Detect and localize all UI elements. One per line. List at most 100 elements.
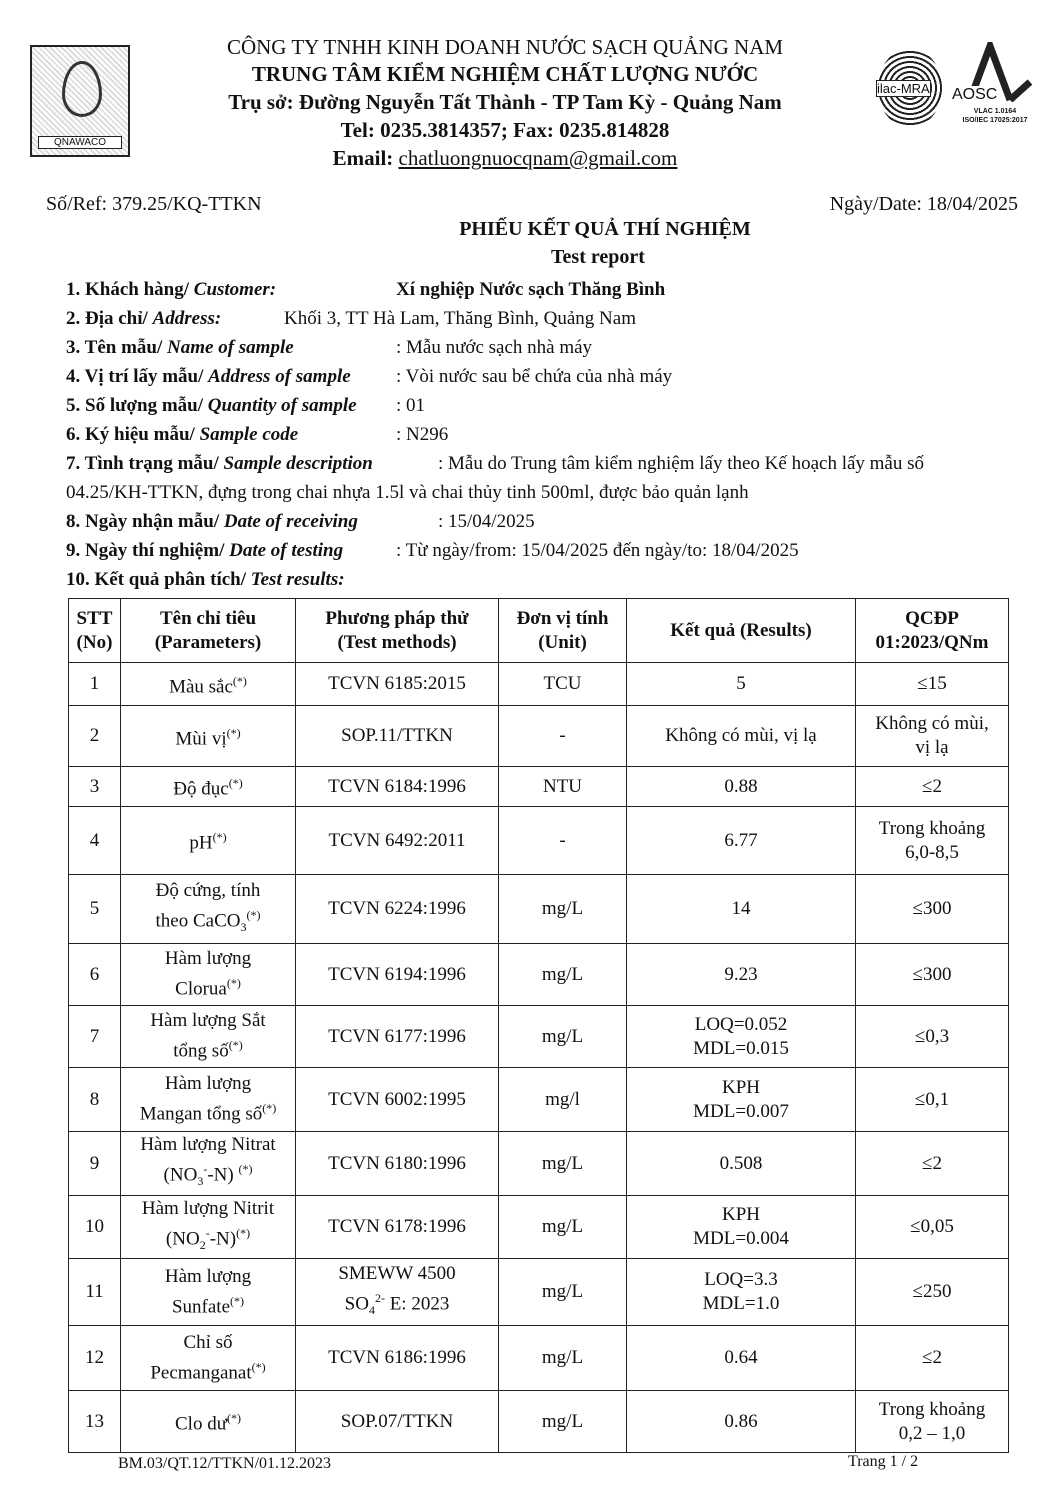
result: 6.77 bbox=[626, 806, 856, 875]
email-link[interactable]: chatluongnuocqnam@gmail.com bbox=[398, 146, 678, 170]
standard-limit: Trong khoảng 0,2 – 1,0 bbox=[855, 1390, 1009, 1453]
field-8: 04.25/KH-TTKN, đựng trong chai nhựa 1.5l… bbox=[66, 478, 1026, 507]
result: 0.64 bbox=[626, 1325, 856, 1391]
field-label-en: Address of sample bbox=[208, 366, 351, 387]
field-label-en: Date of receiving bbox=[223, 511, 358, 532]
column-header: Kết quả (Results) bbox=[626, 598, 856, 663]
field-value: : Từ ngày/from: 15/04/2025 đến ngày/to: … bbox=[396, 540, 799, 561]
field-9: 8. Ngày nhận mẫu/ Date of receiving: 15/… bbox=[66, 507, 1026, 536]
qnawaco-logo: QNAWACO bbox=[30, 45, 130, 157]
column-header: Đơn vị tính (Unit) bbox=[498, 598, 627, 663]
result: LOQ=0.052 MDL=0.015 bbox=[626, 1005, 856, 1068]
row-number: 1 bbox=[68, 662, 121, 706]
ilac-mra-logo: ilac-MRA bbox=[876, 48, 942, 128]
standard-limit: ≤0,1 bbox=[855, 1067, 1009, 1132]
field-label: 7. Tình trạng mẫu/ bbox=[66, 453, 224, 474]
table-row: 6 Hàm lượng Clorua(*) TCVN 6194:1996 mg/L 9.… bbox=[68, 943, 1009, 1006]
field-5: 5. Số lượng mẫu/ Quantity of sample : 01 bbox=[66, 391, 1026, 420]
test-method: TCVN 6178:1996 bbox=[295, 1195, 499, 1259]
results-table: STT (No) Tên chỉ tiêu (Parameters) Phương … bbox=[68, 598, 1009, 1453]
test-method: TCVN 6184:1996 bbox=[295, 766, 499, 807]
field-10: 9. Ngày thí nghiệm/ Date of testing : Từ … bbox=[66, 536, 1026, 565]
form-code: BM.03/QT.12/TTKN/01.12.2023 bbox=[118, 1455, 332, 1472]
field-label: 9. Ngày thí nghiệm/ bbox=[66, 540, 230, 561]
standard-limit: ≤2 bbox=[855, 1131, 1009, 1196]
standard-limit: ≤2 bbox=[855, 1325, 1009, 1391]
field-label-en: Date of testing bbox=[229, 540, 344, 561]
report-date: Ngày/Date: 18/04/2025 bbox=[829, 193, 1018, 215]
result: LOQ=3.3 MDL=1.0 bbox=[626, 1258, 856, 1326]
field-label: 10. Kết quả phân tích/ bbox=[66, 569, 251, 590]
table-row: 10 Hàm lượng Nitrit (NO2--N)(*) TCVN 6178:… bbox=[68, 1195, 1009, 1259]
field-value: : Vòi nước sau bể chứa của nhà máy bbox=[396, 366, 673, 387]
field-1: 1. Khách hàng/ Customer: Xí nghiệp Nước s… bbox=[66, 275, 1026, 304]
tel-fax: Tel: 0235.3814357; Fax: 0235.814828 bbox=[340, 118, 670, 142]
parameter: Hàm lượng Clorua(*) bbox=[120, 943, 296, 1006]
field-value: : N296 bbox=[396, 424, 449, 445]
parameter: Clo dư(*) bbox=[120, 1390, 296, 1453]
row-number: 3 bbox=[68, 766, 121, 807]
field-value: : 01 bbox=[396, 395, 426, 416]
result: 0.88 bbox=[626, 766, 856, 807]
unit: mg/L bbox=[498, 1195, 627, 1259]
field-value: : Mẫu nước sạch nhà máy bbox=[396, 337, 593, 358]
parameter: pH(*) bbox=[120, 806, 296, 875]
field-label: 2. Địa chỉ/ bbox=[66, 308, 153, 329]
email-line: Email: chatluongnuocqnam@gmail.com bbox=[332, 146, 678, 170]
row-number: 11 bbox=[68, 1258, 121, 1326]
unit: mg/L bbox=[498, 1005, 627, 1068]
parameter: Mùi vị(*) bbox=[120, 705, 296, 767]
unit: mg/L bbox=[498, 943, 627, 1006]
parameter: Hàm lượng Mangan tổng số(*) bbox=[120, 1067, 296, 1132]
unit: mg/L bbox=[498, 1325, 627, 1391]
row-number: 8 bbox=[68, 1067, 121, 1132]
report-title: PHIẾU KẾT QUẢ THÍ NGHIỆM bbox=[459, 218, 751, 240]
field-value: : Mẫu do Trung tâm kiểm nghiệm lấy theo … bbox=[438, 453, 925, 474]
row-number: 6 bbox=[68, 943, 121, 1006]
unit: - bbox=[498, 806, 627, 875]
aosc-logo: AOSC VLAC 1.0164 ISO/IEC 17025:2017 bbox=[950, 35, 1040, 132]
row-number: 4 bbox=[68, 806, 121, 875]
unit: mg/L bbox=[498, 1258, 627, 1326]
table-row: 4 pH(*) TCVN 6492:2011-6.77 Trong khoảng 6,… bbox=[68, 806, 1009, 875]
test-method: TCVN 6180:1996 bbox=[295, 1131, 499, 1196]
test-method: SMEWW 4500 SO42- E: 2023 bbox=[295, 1258, 499, 1326]
test-method: TCVN 6224:1996 bbox=[295, 874, 499, 944]
field-4: 4. Vị trí lấy mẫu/ Address of sample: Vò… bbox=[66, 362, 1026, 391]
standard-limit: ≤300 bbox=[855, 874, 1009, 944]
parameter: Độ cứng, tính theo CaCO3(*) bbox=[120, 874, 296, 944]
unit: - bbox=[498, 705, 627, 767]
test-method: TCVN 6185:2015 bbox=[295, 662, 499, 706]
field-label: 5. Số lượng mẫu/ bbox=[66, 395, 208, 416]
result: 0.508 bbox=[626, 1131, 856, 1196]
table-row: 12 Chỉ số Pecmanganat(*) TCVN 6186:1996 mg/… bbox=[68, 1325, 1009, 1391]
row-number: 13 bbox=[68, 1390, 121, 1453]
standard-limit: ≤0,05 bbox=[855, 1195, 1009, 1259]
result: 0.86 bbox=[626, 1390, 856, 1453]
table-row: 7 Hàm lượng Sắt tổng số(*) TCVN 6177:1996 m… bbox=[68, 1005, 1009, 1068]
result: Không có mùi, vị lạ bbox=[626, 705, 856, 767]
result: 9.23 bbox=[626, 943, 856, 1006]
field-label-en: Address: bbox=[152, 308, 222, 329]
standard-limit: ≤15 bbox=[855, 662, 1009, 706]
table-row: 11 Hàm lượng Sunfate(*) SMEWW 4500 SO42- E… bbox=[68, 1258, 1009, 1326]
row-number: 2 bbox=[68, 705, 121, 767]
test-method: SOP.07/TTKN bbox=[295, 1390, 499, 1453]
table-row: 2 Mùi vị(*) SOP.11/TTKN - Không có mùi, vị l… bbox=[68, 705, 1009, 767]
result: 5 bbox=[626, 662, 856, 706]
unit: mg/L bbox=[498, 1390, 627, 1453]
report-fields: 1. Khách hàng/ Customer: Xí nghiệp Nước s… bbox=[66, 275, 1026, 594]
test-method: TCVN 6002:1995 bbox=[295, 1067, 499, 1132]
test-method: TCVN 6186:1996 bbox=[295, 1325, 499, 1391]
standard-limit: Không có mùi, vị lạ bbox=[855, 705, 1009, 767]
parameter: Hàm lượng Sunfate(*) bbox=[120, 1258, 296, 1326]
table-row: 8 Hàm lượng Mangan tổng số(*) TCVN 6002:19… bbox=[68, 1067, 1009, 1132]
unit: TCU bbox=[498, 662, 627, 706]
field-label: 8. Ngày nhận mẫu/ bbox=[66, 511, 224, 532]
field-label-en: Quantity of sample bbox=[207, 395, 357, 416]
field-label-en: Name of sample bbox=[167, 337, 294, 358]
field-11: 10. Kết quả phân tích/ Test results: bbox=[66, 565, 1026, 594]
field-value: 04.25/KH-TTKN, đựng trong chai nhựa 1.5l… bbox=[66, 482, 749, 503]
company-name: CÔNG TY TNHH KINH DOANH NƯỚC SẠCH QUẢNG … bbox=[226, 35, 784, 59]
